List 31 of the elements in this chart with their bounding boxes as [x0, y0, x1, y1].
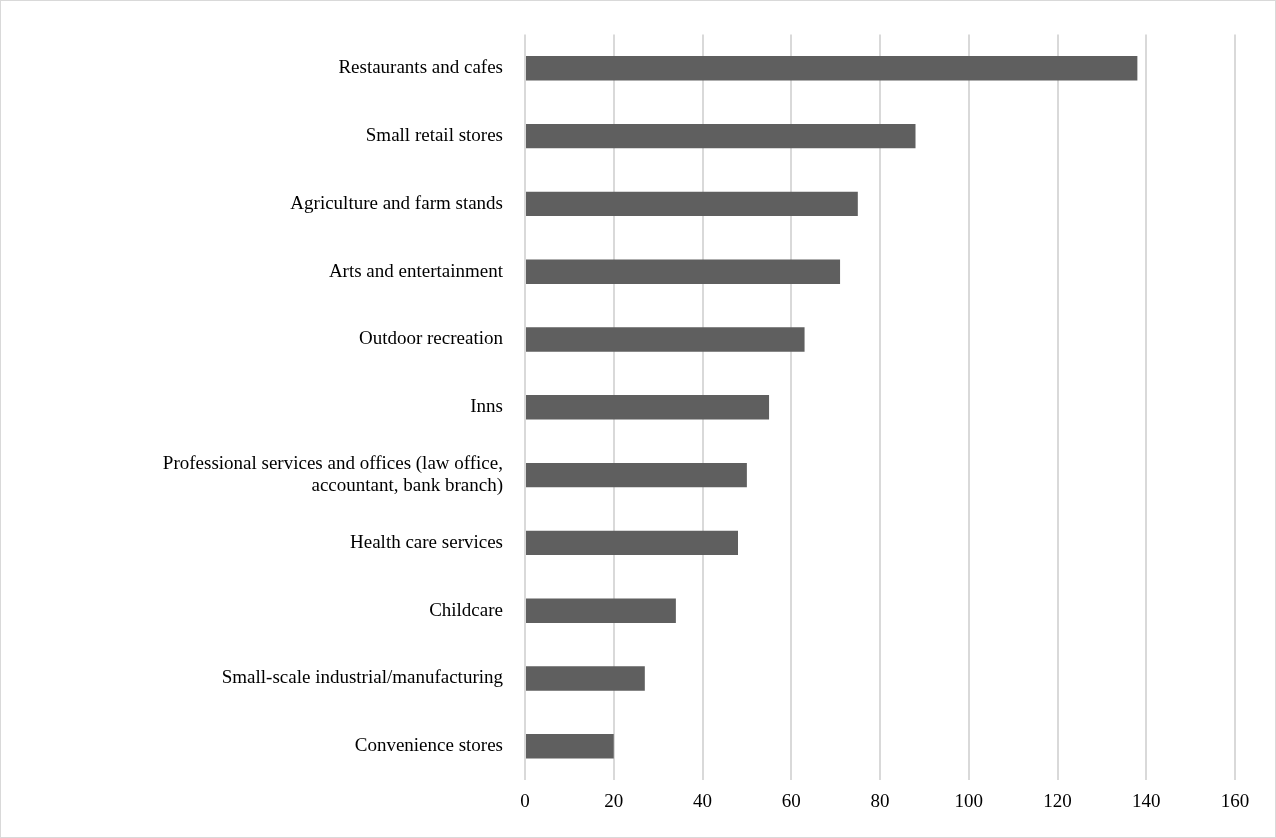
bar — [526, 123, 916, 149]
y-tick-label: Arts and entertainment — [328, 259, 504, 281]
y-tick-label: Inns — [470, 395, 503, 417]
x-tick-label: 160 — [1220, 789, 1250, 811]
bar — [526, 327, 805, 352]
y-tick-label: Restaurants and cafes — [338, 56, 503, 78]
x-tick-label: 0 — [520, 789, 530, 811]
bar — [526, 598, 676, 623]
y-tick-label: Small-scale industrial/manufacturing — [221, 666, 504, 688]
x-tick-label: 40 — [693, 789, 712, 811]
bar — [526, 734, 614, 759]
y-tick-label: Convenience stores — [354, 734, 503, 756]
y-tick-label: Small retail stores — [365, 124, 503, 146]
x-tick-label: 60 — [781, 789, 801, 811]
bar — [526, 666, 645, 691]
bar — [526, 259, 841, 284]
x-tick-label: 140 — [1132, 789, 1161, 811]
bar — [526, 530, 738, 556]
x-tick-label: 120 — [1043, 789, 1072, 811]
y-tick-label: Professional services and offices (law office, accountant, bank branch) — [162, 451, 503, 497]
y-tick-label: Agriculture and farm stands — [290, 191, 503, 213]
bar — [526, 56, 1138, 81]
x-tick-label: 20 — [604, 789, 624, 811]
bar — [526, 191, 858, 217]
x-tick-label: 80 — [870, 789, 890, 811]
y-tick-label: Outdoor recreation — [358, 327, 504, 349]
bar — [526, 462, 747, 488]
y-tick-label: Health care services — [350, 530, 503, 552]
bar — [526, 395, 770, 420]
y-tick-label: Childcare — [429, 598, 503, 620]
x-tick-label: 100 — [954, 789, 983, 811]
